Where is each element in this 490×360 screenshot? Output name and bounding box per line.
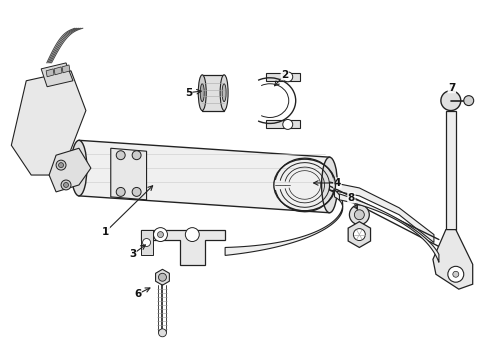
Circle shape	[132, 151, 141, 159]
Polygon shape	[49, 148, 91, 192]
Polygon shape	[54, 67, 62, 75]
Polygon shape	[62, 65, 70, 73]
Circle shape	[353, 229, 366, 240]
Polygon shape	[329, 182, 434, 243]
Polygon shape	[141, 230, 152, 255]
Circle shape	[448, 266, 464, 282]
Circle shape	[158, 329, 167, 337]
Polygon shape	[433, 230, 473, 289]
Text: 7: 7	[448, 83, 456, 93]
Circle shape	[283, 72, 293, 82]
Circle shape	[283, 120, 293, 129]
Ellipse shape	[198, 75, 206, 111]
Ellipse shape	[71, 140, 87, 196]
Circle shape	[464, 96, 474, 105]
Polygon shape	[111, 148, 147, 200]
Ellipse shape	[222, 84, 226, 102]
Polygon shape	[11, 71, 86, 175]
Circle shape	[153, 228, 168, 242]
Circle shape	[441, 91, 461, 111]
Ellipse shape	[200, 84, 204, 102]
Text: 5: 5	[185, 88, 192, 98]
Polygon shape	[141, 230, 225, 265]
Circle shape	[157, 231, 164, 238]
Text: 1: 1	[102, 226, 109, 237]
Polygon shape	[266, 73, 300, 81]
Circle shape	[64, 183, 69, 188]
Polygon shape	[156, 269, 170, 285]
Polygon shape	[348, 222, 370, 247]
Circle shape	[354, 210, 365, 220]
Circle shape	[453, 271, 459, 277]
Polygon shape	[46, 69, 54, 77]
Circle shape	[61, 180, 71, 190]
Text: 2: 2	[281, 70, 289, 80]
Text: 8: 8	[348, 193, 355, 203]
Polygon shape	[79, 140, 329, 213]
Circle shape	[132, 188, 141, 196]
Circle shape	[185, 228, 199, 242]
Ellipse shape	[220, 75, 228, 111]
Polygon shape	[446, 111, 456, 230]
Text: 6: 6	[134, 289, 141, 299]
Polygon shape	[266, 121, 300, 129]
Circle shape	[143, 239, 150, 247]
Text: 3: 3	[129, 249, 136, 260]
Circle shape	[349, 205, 369, 225]
Circle shape	[56, 160, 66, 170]
Circle shape	[116, 188, 125, 196]
Circle shape	[59, 163, 64, 168]
Ellipse shape	[321, 157, 338, 213]
Polygon shape	[41, 63, 73, 87]
Polygon shape	[340, 194, 439, 262]
Polygon shape	[225, 190, 343, 255]
Polygon shape	[202, 75, 224, 111]
Circle shape	[116, 151, 125, 159]
Circle shape	[158, 273, 167, 281]
Text: 4: 4	[334, 178, 341, 188]
